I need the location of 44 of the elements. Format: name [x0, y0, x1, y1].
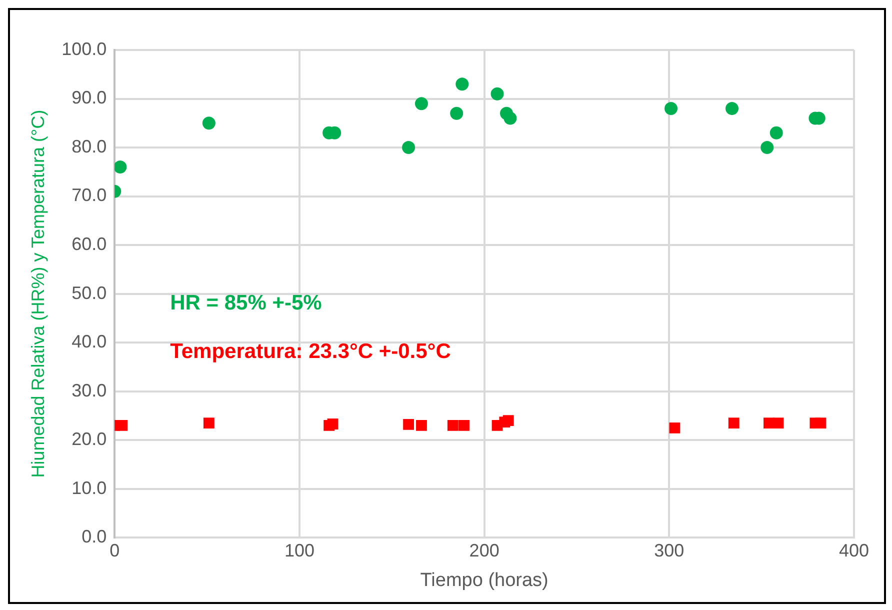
point: [490, 87, 504, 100]
y-tick-label: 0.0: [82, 526, 107, 547]
x-tick-label: 300: [654, 540, 684, 560]
point: [770, 126, 783, 140]
point: [504, 112, 517, 125]
y-tick-label: 10.0: [72, 478, 107, 498]
x-tick-label: 0: [110, 540, 120, 560]
y-tick-label: 30.0: [72, 380, 107, 400]
y-axis-title: Hiumedad Relativa (HR%) y Temperatura (°C): [28, 110, 48, 478]
point: [202, 116, 216, 130]
point: [447, 420, 458, 431]
x-axis-title: Tiempo (horas): [420, 570, 548, 591]
point: [327, 418, 338, 430]
point: [416, 420, 427, 431]
point: [402, 141, 416, 154]
point: [450, 106, 464, 120]
y-tick-label: 50.0: [72, 282, 107, 303]
y-tick-label: 70.0: [72, 185, 107, 206]
y-tick-label: 40.0: [72, 332, 107, 352]
point: [403, 419, 414, 430]
point: [456, 78, 469, 91]
point: [664, 102, 678, 116]
point: [728, 418, 740, 428]
y-tick-label: 60.0: [72, 234, 107, 254]
point: [414, 97, 428, 110]
y-tick-label: 20.0: [72, 429, 107, 450]
point: [726, 102, 739, 116]
point: [116, 420, 128, 431]
y-tick-label: 90.0: [72, 88, 107, 108]
y-tick-label: 80.0: [72, 136, 107, 156]
point: [502, 415, 514, 426]
x-tick-label: 200: [469, 540, 500, 560]
x-tick-label: 400: [838, 540, 870, 560]
x-tick-label: 100: [284, 540, 315, 560]
point: [458, 420, 470, 431]
point: [760, 141, 774, 154]
annotation: Temperatura: 23.3°C +-0.5°C: [170, 340, 451, 364]
point: [815, 418, 826, 428]
annotation: HR = 85% +-5%: [170, 291, 322, 314]
point: [772, 418, 784, 428]
y-tick-label: 100.0: [62, 38, 107, 59]
point: [203, 418, 214, 428]
point: [669, 422, 680, 434]
point: [114, 160, 127, 174]
